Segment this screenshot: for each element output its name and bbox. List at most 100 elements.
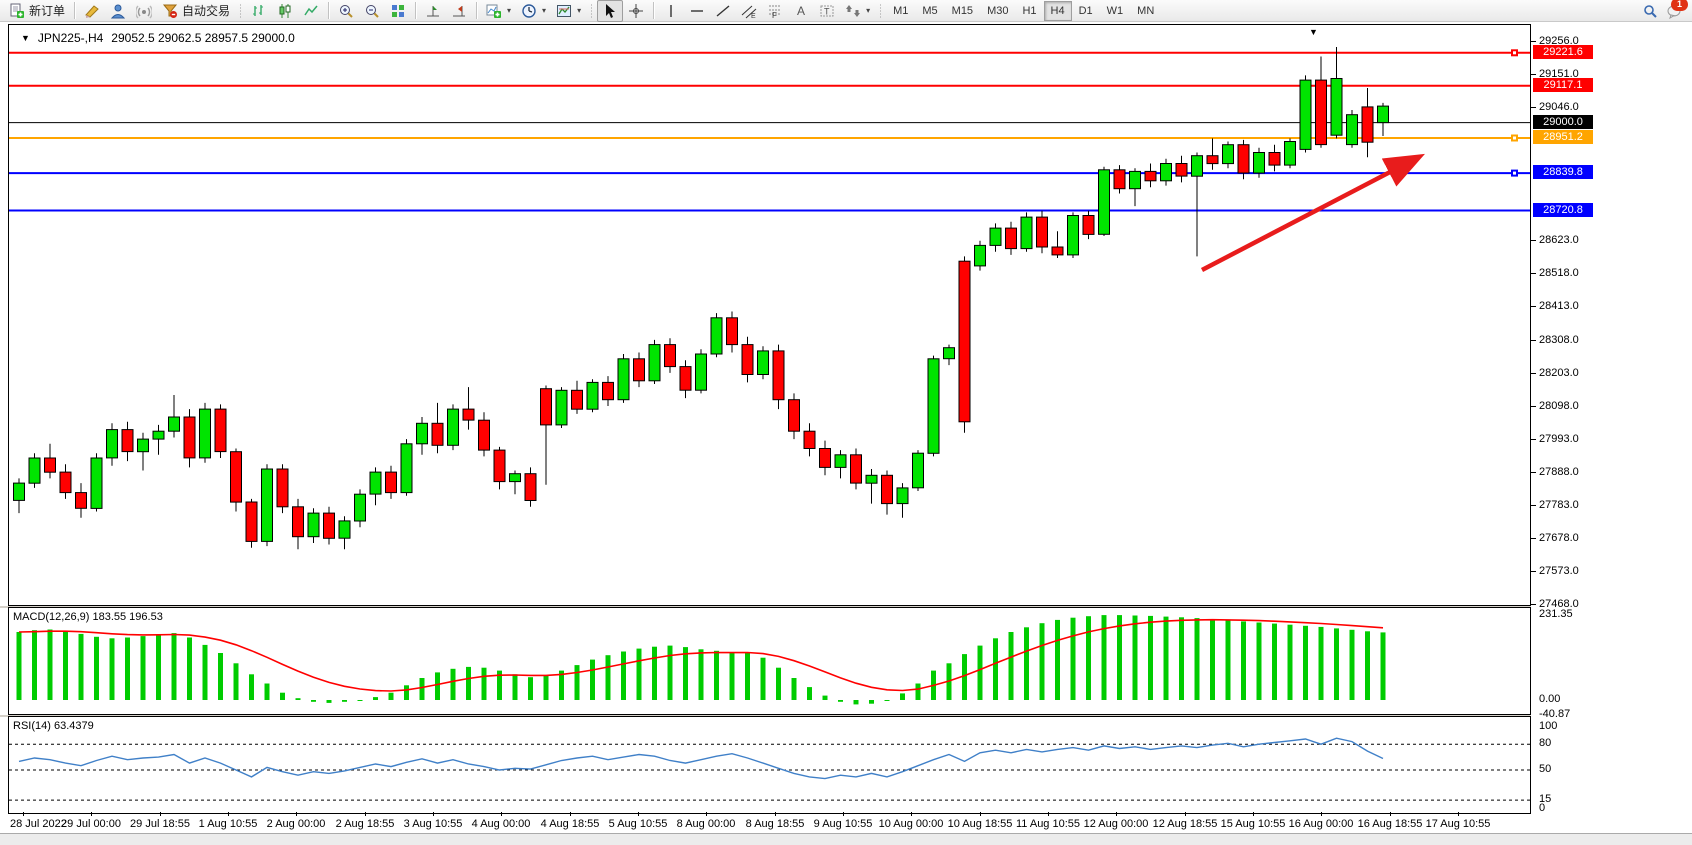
template-icon xyxy=(556,3,572,19)
chart-shift-button[interactable] xyxy=(446,0,472,22)
price-tick-label: 27783.0 xyxy=(1539,499,1579,511)
zoom-out-icon xyxy=(364,3,380,19)
time-tick xyxy=(775,812,776,816)
crosshair-button[interactable] xyxy=(623,0,649,22)
toolbar-separator xyxy=(653,2,655,19)
price-chart-panel[interactable]: ▼ JPN225-,H4 29052.5 29062.5 28957.5 290… xyxy=(8,24,1531,606)
signals-button[interactable] xyxy=(131,0,157,22)
channel-button[interactable]: E xyxy=(736,0,762,22)
chat-icon[interactable]: 1 xyxy=(1666,0,1688,19)
cursor-button[interactable] xyxy=(597,0,624,22)
time-tick xyxy=(296,812,297,816)
vertical-line-button[interactable] xyxy=(658,0,684,22)
timeframe-h1[interactable]: H1 xyxy=(1022,4,1037,17)
level-price-label: 29221.6 xyxy=(1533,45,1593,59)
price-axis[interactable]: 29256.0 29151.0 29046.0 28623.0 28518.0 28413… xyxy=(1531,22,1692,834)
auto-trading-label: 自动交易 xyxy=(182,4,231,18)
timeframe-h4[interactable]: H4 xyxy=(1043,0,1072,21)
profile-icon xyxy=(110,3,126,19)
zoom-in-button[interactable] xyxy=(333,0,359,22)
timeframe-m5[interactable]: M5 xyxy=(922,4,938,17)
rsi-panel[interactable]: RSI(14) 63.4379 xyxy=(8,716,1531,814)
time-label: 15 Aug 10:55 xyxy=(1220,818,1286,830)
macd-chart[interactable] xyxy=(9,608,1530,714)
timeframe-w1[interactable]: W1 xyxy=(1106,4,1124,17)
tile-windows-button[interactable] xyxy=(385,0,411,22)
toolbar-separator xyxy=(415,2,417,19)
time-tick xyxy=(1253,812,1254,816)
price-tick-label: 28098.0 xyxy=(1539,400,1579,412)
periods-button[interactable]: ▾ xyxy=(516,0,551,22)
price-tick-label: 27888.0 xyxy=(1539,466,1579,478)
time-label: 2 Aug 18:55 xyxy=(335,818,395,830)
notification-badge: 1 xyxy=(1671,0,1688,11)
timeframe-m15[interactable]: M15 xyxy=(951,4,974,17)
time-tick xyxy=(1390,812,1391,816)
channel-icon: E xyxy=(741,3,757,19)
time-tick xyxy=(1048,812,1049,816)
new-order-button[interactable]: 新订单 xyxy=(4,0,70,22)
price-tick xyxy=(1531,273,1536,274)
chart-corner-arrow-icon[interactable]: ▼ xyxy=(1309,27,1318,37)
line-chart-button[interactable] xyxy=(298,0,324,22)
trend-arrow xyxy=(1200,153,1425,272)
text-label-button[interactable]: T xyxy=(814,0,840,22)
templates-button[interactable]: ▾ xyxy=(551,0,586,22)
profiles-button[interactable] xyxy=(105,0,131,22)
timeframe-mn[interactable]: MN xyxy=(1137,4,1155,17)
price-tick-label: 27468.0 xyxy=(1539,598,1579,610)
time-label: 2 Aug 00:00 xyxy=(266,818,326,830)
crosshair-icon xyxy=(628,3,644,19)
arrows-button[interactable]: ▾ xyxy=(840,0,875,22)
tile-windows-icon xyxy=(390,3,406,19)
collapse-arrow-icon[interactable]: ▼ xyxy=(21,33,30,43)
horizontal-line-button[interactable] xyxy=(684,0,710,22)
time-label: 11 Aug 10:55 xyxy=(1015,818,1081,830)
time-label: 9 Aug 10:55 xyxy=(813,818,873,830)
time-label: 10 Aug 00:00 xyxy=(878,818,944,830)
time-tick xyxy=(1458,812,1459,816)
auto-scroll-icon xyxy=(425,3,441,19)
fibonacci-button[interactable]: F xyxy=(762,0,788,22)
price-tick-label: 28203.0 xyxy=(1539,367,1579,379)
price-tick xyxy=(1531,604,1536,605)
time-tick xyxy=(160,812,161,816)
cursor-icon xyxy=(602,3,618,19)
rsi-axis-label: 50 xyxy=(1539,763,1552,775)
styles-button[interactable] xyxy=(79,0,105,22)
macd-panel[interactable]: MACD(12,26,9) 183.55 196.53 xyxy=(8,607,1531,715)
time-label: 16 Aug 18:55 xyxy=(1357,818,1423,830)
indicators-button[interactable]: ▾ xyxy=(481,0,516,22)
text-button[interactable]: A xyxy=(788,0,814,22)
fibonacci-icon: F xyxy=(767,3,783,19)
rsi-chart[interactable] xyxy=(9,717,1530,813)
main-toolbar: 新订单 自动交易 xyxy=(0,0,1692,22)
macd-axis-label: 231.35 xyxy=(1539,608,1573,620)
zoom-out-button[interactable] xyxy=(359,0,385,22)
bar-chart-button[interactable] xyxy=(246,0,272,22)
auto-scroll-button[interactable] xyxy=(420,0,446,22)
price-tick xyxy=(1531,373,1536,374)
timeframe-m30[interactable]: M30 xyxy=(987,4,1009,17)
macd-axis-label: 0.00 xyxy=(1539,693,1561,705)
trendline-button[interactable] xyxy=(710,0,736,22)
chart-window[interactable]: ▼ JPN225-,H4 29052.5 29062.5 28957.5 290… xyxy=(0,22,1692,844)
price-tick xyxy=(1531,41,1536,42)
price-tick-label: 27993.0 xyxy=(1539,433,1579,445)
candlestick-chart[interactable] xyxy=(9,25,1530,605)
signal-icon xyxy=(136,3,153,19)
time-label: 10 Aug 18:55 xyxy=(947,818,1013,830)
level-price-label: 28839.8 xyxy=(1533,165,1593,179)
timeframe-d1[interactable]: D1 xyxy=(1078,4,1093,17)
clock-icon xyxy=(521,3,537,19)
price-tick-label: 28518.0 xyxy=(1539,267,1579,279)
horizontal-line-icon xyxy=(689,3,705,19)
time-axis[interactable]: 28 Jul 2022 29 Jul 00:00 29 Jul 18:55 1 Aug… xyxy=(8,812,1568,834)
search-icon[interactable] xyxy=(1642,3,1658,19)
time-tick xyxy=(570,812,571,816)
timeframe-m1[interactable]: M1 xyxy=(893,4,909,17)
auto-trading-button[interactable]: 自动交易 xyxy=(157,0,235,22)
price-tick xyxy=(1531,74,1536,75)
time-label: 8 Aug 00:00 xyxy=(676,818,736,830)
candle-chart-button[interactable] xyxy=(272,0,298,22)
